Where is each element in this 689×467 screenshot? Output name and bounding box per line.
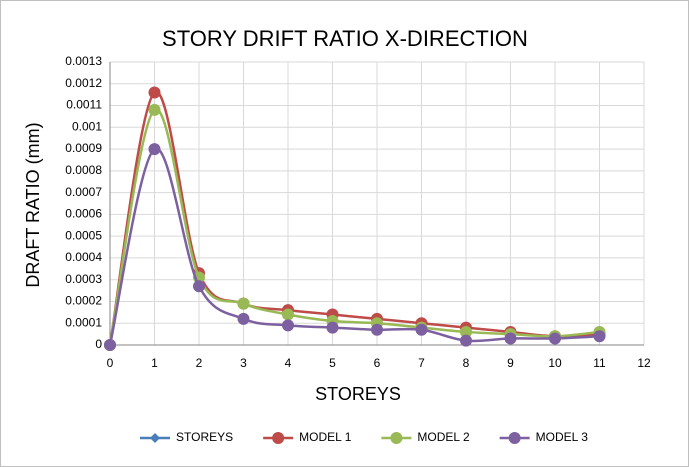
data-point [193, 280, 205, 293]
data-point [593, 330, 606, 343]
x-tick-label: 4 [285, 356, 292, 370]
y-tick-label: 0.0009 [65, 141, 102, 155]
data-point [237, 297, 250, 310]
data-point [148, 103, 161, 116]
x-axis-label: STOREYS [315, 384, 401, 404]
y-tick-label: 0.0003 [65, 272, 102, 286]
y-tick-label: 0.0007 [65, 185, 102, 199]
x-tick-label: 5 [329, 356, 336, 370]
data-point [460, 325, 472, 338]
y-tick-label: 0.0001 [65, 315, 102, 329]
legend-label: MODEL 2 [417, 430, 470, 444]
x-tick-label: 2 [196, 356, 203, 370]
x-tick-label: 6 [374, 356, 381, 370]
y-tick-label: 0 [95, 337, 102, 351]
x-tick-label: 1 [151, 356, 158, 370]
x-tick-label: 10 [548, 356, 562, 370]
data-point [104, 339, 116, 351]
x-tick-label: 8 [463, 356, 470, 370]
legend-marker [272, 432, 285, 444]
chart-title: STORY DRIFT RATIO X-DIRECTION [162, 26, 528, 51]
y-tick-label: 0.0004 [65, 250, 102, 264]
x-tick-label: 9 [507, 356, 514, 370]
y-tick-label: 0.0013 [65, 54, 102, 68]
data-point [549, 332, 561, 345]
x-tick-label: 12 [637, 356, 651, 370]
x-tick-label: 11 [593, 356, 606, 370]
legend-label: STOREYS [176, 430, 233, 444]
legend-label: MODEL 1 [299, 430, 352, 444]
y-axis-label: DRAFT RATIO (mm) [23, 122, 43, 287]
data-point [371, 323, 383, 336]
legend-marker [508, 432, 521, 444]
data-point [282, 319, 294, 332]
legend-label: MODEL 3 [536, 430, 589, 444]
y-tick-label: 0.0002 [65, 294, 102, 308]
y-tick-label: 0.0008 [65, 163, 102, 177]
data-point [148, 143, 161, 156]
x-tick-label: 0 [107, 356, 114, 370]
data-point [415, 323, 428, 336]
data-point [326, 321, 339, 334]
x-tick-label: 7 [418, 356, 425, 370]
y-tick-label: 0.0006 [65, 207, 102, 221]
y-tick-label: 0.001 [72, 119, 102, 133]
data-point [282, 308, 294, 321]
data-point [237, 312, 250, 325]
data-point [460, 334, 472, 347]
data-point [148, 86, 161, 99]
x-tick-label: 3 [240, 356, 247, 370]
y-tick-label: 0.0005 [65, 228, 102, 242]
legend-marker [150, 433, 160, 443]
y-tick-label: 0.0012 [65, 76, 102, 90]
y-tick-label: 0.0011 [66, 98, 102, 112]
legend-marker [390, 432, 403, 444]
data-point [504, 332, 517, 345]
